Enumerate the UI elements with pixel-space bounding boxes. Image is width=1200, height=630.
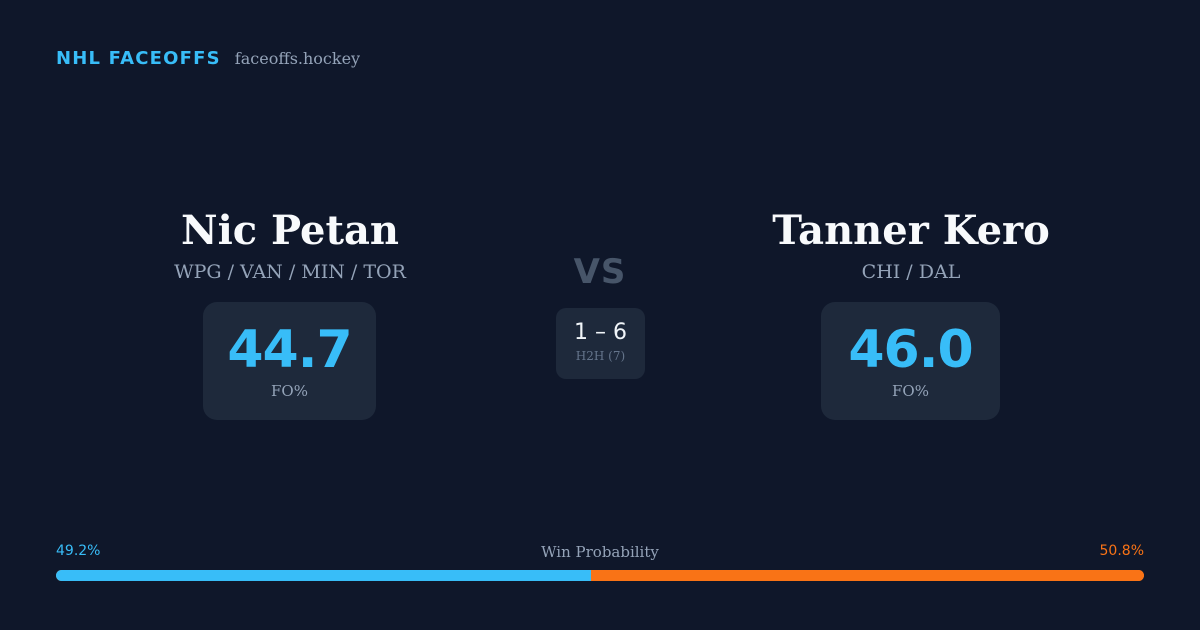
h2h-score: 1 – 6	[574, 320, 627, 345]
player-left-fo-value: 44.7	[227, 320, 352, 380]
win-probability-right: 50.8%	[1099, 543, 1144, 559]
win-probability-bar	[56, 570, 1144, 581]
player-right-fo-card: 46.0 FO%	[821, 302, 1000, 420]
vs-label: VS	[573, 252, 627, 292]
win-probability-bar-right	[591, 570, 1144, 581]
brand-header: NHL FACEOFFS faceoffs.hockey	[56, 48, 360, 69]
player-left: Nic Petan WPG / VAN / MIN / TOR	[90, 205, 490, 283]
player-right: Tanner Kero CHI / DAL	[711, 205, 1111, 283]
brand-site: faceoffs.hockey	[234, 49, 361, 68]
win-probability-left: 49.2%	[56, 543, 101, 559]
player-right-fo-label: FO%	[892, 382, 929, 400]
h2h-label: H2H (7)	[575, 349, 626, 363]
win-probability-bar-left	[56, 570, 592, 581]
player-right-fo-value: 46.0	[848, 320, 973, 380]
h2h-card: 1 – 6 H2H (7)	[556, 308, 645, 379]
brand-name: NHL FACEOFFS	[56, 48, 221, 69]
player-right-name: Tanner Kero	[772, 207, 1050, 254]
player-left-teams: WPG / VAN / MIN / TOR	[174, 261, 406, 283]
win-probability-title: Win Probability	[541, 543, 659, 561]
player-left-fo-card: 44.7 FO%	[203, 302, 376, 420]
player-right-teams: CHI / DAL	[861, 261, 961, 283]
player-left-name: Nic Petan	[181, 207, 399, 254]
player-left-fo-label: FO%	[271, 382, 308, 400]
